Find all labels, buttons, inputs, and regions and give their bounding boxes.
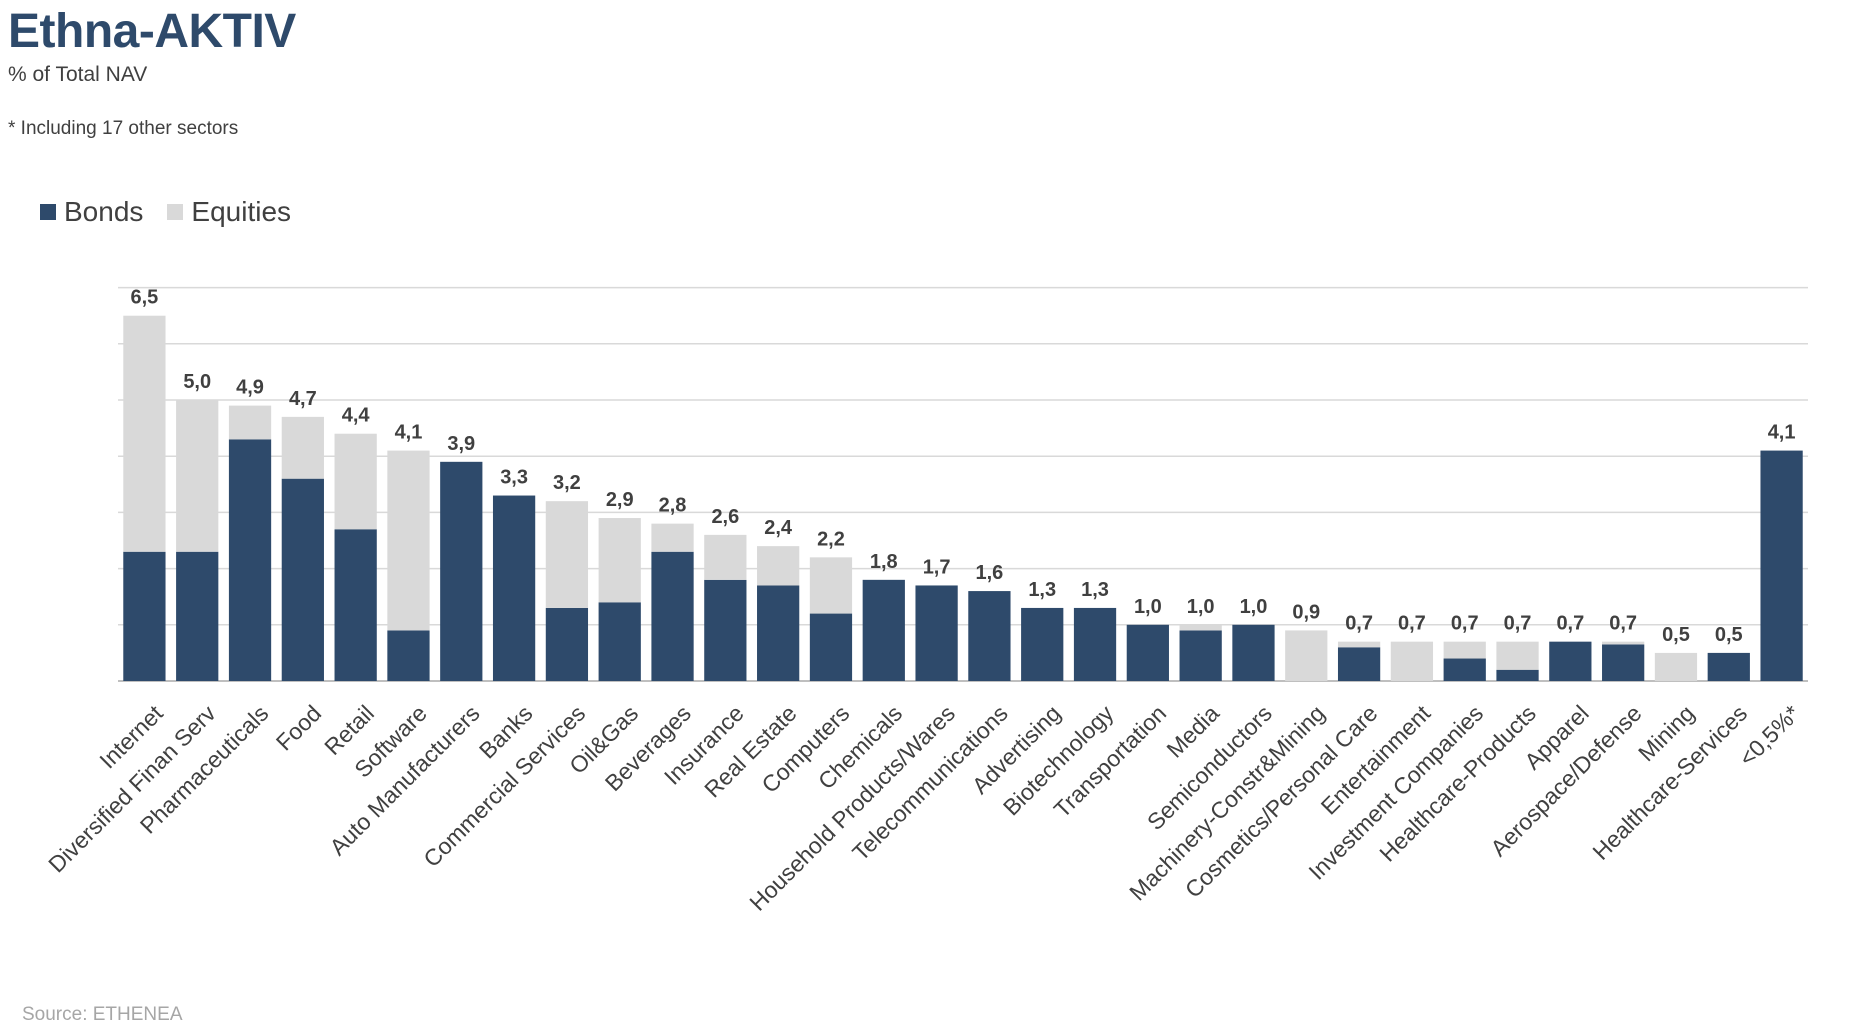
- data-label-total: 1,0: [1187, 596, 1215, 618]
- data-label-total: 3,3: [500, 467, 528, 489]
- legend: Bonds Equities: [40, 196, 315, 228]
- bar-bonds[interactable]: [598, 602, 641, 681]
- bar-bonds[interactable]: [1496, 669, 1539, 681]
- bar-equities[interactable]: [757, 546, 800, 586]
- data-label-total: 0,5: [1662, 624, 1690, 646]
- bar-equities[interactable]: [123, 315, 166, 552]
- bar-equities[interactable]: [334, 433, 377, 530]
- data-label-total: 4,1: [1768, 422, 1796, 444]
- bar-equities[interactable]: [1390, 641, 1434, 681]
- bar-bonds[interactable]: [651, 551, 694, 681]
- bar-equities[interactable]: [387, 450, 430, 631]
- bar-bonds[interactable]: [176, 551, 219, 681]
- bar-bonds[interactable]: [1179, 630, 1222, 681]
- legend-item-equities[interactable]: Equities: [167, 196, 291, 228]
- data-label-total: 1,3: [1028, 579, 1056, 601]
- data-label-total: 5,0: [183, 371, 211, 393]
- bar-equities[interactable]: [1654, 652, 1698, 681]
- data-label-total: 4,4: [342, 405, 371, 427]
- bar-equities[interactable]: [281, 416, 324, 479]
- data-label-total: 1,0: [1134, 596, 1162, 618]
- bar-equities[interactable]: [598, 518, 641, 603]
- bar-bonds[interactable]: [545, 607, 589, 681]
- bar-bonds[interactable]: [704, 579, 747, 681]
- data-label-total: 6,5: [131, 287, 159, 309]
- data-label-total: 4,1: [395, 422, 423, 444]
- bar-bonds[interactable]: [334, 529, 377, 681]
- legend-item-bonds[interactable]: Bonds: [40, 196, 143, 228]
- legend-label-bonds: Bonds: [64, 196, 144, 227]
- bar-equities[interactable]: [1285, 630, 1328, 681]
- data-label-total: 0,7: [1556, 613, 1584, 635]
- data-label-total: 1,8: [870, 551, 898, 573]
- bar-equities[interactable]: [228, 405, 272, 440]
- bar-equities[interactable]: [1179, 624, 1222, 631]
- legend-swatch-bonds: [40, 204, 56, 220]
- data-label-total: 2,8: [659, 495, 687, 517]
- bar-bonds[interactable]: [968, 591, 1011, 681]
- bar-bonds[interactable]: [809, 613, 853, 681]
- bar-bonds[interactable]: [440, 461, 483, 681]
- bar-bonds[interactable]: [757, 585, 800, 681]
- chart-subtitle: % of Total NAV: [8, 63, 148, 86]
- bar-bonds[interactable]: [281, 478, 324, 681]
- bar-equities[interactable]: [1337, 641, 1381, 648]
- source-note: Source: ETHENEA: [22, 1004, 183, 1025]
- data-label-total: 0,7: [1504, 613, 1532, 635]
- data-label-total: 0,5: [1715, 624, 1743, 646]
- data-label-total: 4,9: [236, 377, 264, 399]
- bar-bonds[interactable]: [387, 630, 430, 681]
- data-label-total: 2,4: [764, 517, 793, 539]
- data-label-total: 0,7: [1345, 613, 1373, 635]
- bar-equities[interactable]: [1602, 641, 1645, 645]
- data-label-total: 1,7: [923, 556, 951, 578]
- bar-equities[interactable]: [704, 534, 747, 580]
- bar-bonds[interactable]: [1602, 644, 1645, 681]
- bar-equities[interactable]: [1443, 641, 1486, 659]
- bar-equities[interactable]: [1496, 641, 1539, 670]
- data-label-total: 0,7: [1451, 613, 1479, 635]
- data-label-total: 3,2: [553, 472, 581, 494]
- legend-label-equities: Equities: [191, 196, 292, 227]
- bar-bonds[interactable]: [1073, 607, 1117, 681]
- bar-bonds[interactable]: [1232, 624, 1275, 681]
- data-label-total: 4,7: [289, 388, 317, 410]
- data-label-total: 1,0: [1240, 596, 1268, 618]
- chart-footnote: * Including 17 other sectors: [8, 118, 239, 139]
- x-tick-label: Food: [271, 700, 326, 755]
- bar-bonds[interactable]: [915, 585, 958, 681]
- data-label-total: 3,9: [447, 433, 475, 455]
- legend-swatch-equities: [167, 204, 184, 220]
- bar-bonds[interactable]: [228, 439, 272, 681]
- bar-bonds[interactable]: [492, 495, 536, 681]
- data-label-total: 2,2: [817, 528, 845, 550]
- data-label-total: 2,9: [606, 489, 634, 511]
- bar-bonds[interactable]: [1707, 652, 1750, 681]
- bar-bonds[interactable]: [862, 579, 905, 681]
- bar-equities[interactable]: [545, 501, 589, 608]
- bar-equities[interactable]: [176, 400, 219, 552]
- bar-bonds[interactable]: [1126, 624, 1169, 681]
- data-label-total: 1,3: [1081, 579, 1109, 601]
- bar-equities[interactable]: [651, 523, 694, 552]
- data-label-total: 0,9: [1292, 601, 1320, 623]
- bar-equities[interactable]: [809, 557, 853, 614]
- bar-bonds[interactable]: [1021, 607, 1064, 681]
- bar-bonds[interactable]: [1549, 641, 1592, 681]
- data-label-total: 2,6: [711, 506, 739, 528]
- bar-bonds[interactable]: [1443, 658, 1486, 681]
- bar-bonds[interactable]: [1337, 647, 1381, 681]
- chart-title: Ethna-AKTIV: [8, 5, 296, 58]
- data-label-total: 0,7: [1398, 613, 1426, 635]
- data-label-total: 0,7: [1609, 613, 1637, 635]
- data-label-total: 1,6: [976, 562, 1004, 584]
- bar-bonds[interactable]: [123, 551, 166, 681]
- bar-bonds[interactable]: [1760, 450, 1803, 681]
